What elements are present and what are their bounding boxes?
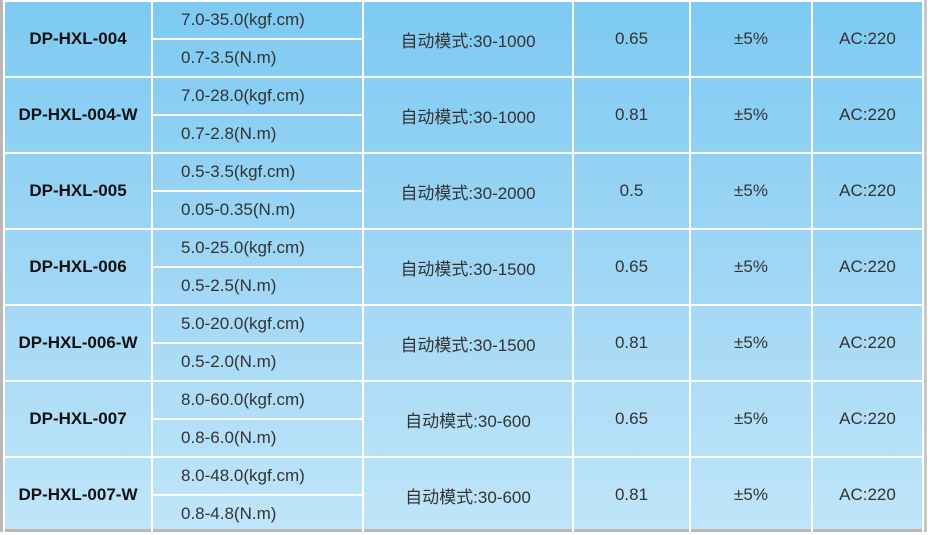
power-cell: AC:220 xyxy=(811,456,924,534)
power-cell: AC:220 xyxy=(811,380,924,458)
table-subrow: 0.8-6.0(N.m) xyxy=(4,418,923,458)
torque-nm-cell: 0.7-3.5(N.m) xyxy=(151,38,364,78)
table-subrow: 0.8-4.8(N.m) xyxy=(4,494,923,534)
torque-kgf-cell: 5.0-25.0(kgf.cm) xyxy=(151,228,364,268)
torque-nm-cell: 0.7-2.8(N.m) xyxy=(151,114,364,154)
model-cell: DP-HXL-004 xyxy=(3,0,153,78)
accuracy-cell: ±5% xyxy=(689,228,813,306)
spec-table: DP-HXL-004 7.0-35.0(kgf.cm) 自动模式:30-1000 0.… xyxy=(3,0,924,534)
torque-nm-cell: 0.5-2.5(N.m) xyxy=(151,266,364,306)
torque-kgf-cell: 8.0-60.0(kgf.cm) xyxy=(151,380,364,420)
power-cell: AC:220 xyxy=(811,228,924,306)
table-subrow: 0.05-0.35(N.m) xyxy=(4,190,923,230)
torque-kgf-cell: 7.0-35.0(kgf.cm) xyxy=(151,0,364,40)
model-cell: DP-HXL-006 xyxy=(3,228,153,306)
table-subrow: 0.7-3.5(N.m) xyxy=(4,38,923,78)
torque-nm-cell: 0.5-2.0(N.m) xyxy=(151,342,364,382)
power-cell: AC:220 xyxy=(811,152,924,230)
table-subrow: 0.5-2.0(N.m) xyxy=(4,342,923,382)
torque-nm-cell: 0.8-4.8(N.m) xyxy=(151,494,364,534)
torque-kgf-cell: 7.0-28.0(kgf.cm) xyxy=(151,76,364,116)
speed-cell: 自动模式:30-1500 xyxy=(362,228,574,306)
torque-nm-cell: 0.8-6.0(N.m) xyxy=(151,418,364,458)
table-row: DP-HXL-006 5.0-25.0(kgf.cm) 自动模式:30-1500 0.… xyxy=(3,228,924,306)
model-cell: DP-HXL-005 xyxy=(3,152,153,230)
table-row: DP-HXL-007 8.0-60.0(kgf.cm) 自动模式:30-600 0.6… xyxy=(3,380,924,458)
table-row: DP-HXL-005 0.5-3.5(kgf.cm) 自动模式:30-2000 0.5… xyxy=(3,152,924,230)
torque-nm-cell: 0.05-0.35(N.m) xyxy=(151,190,364,230)
model-cell: DP-HXL-007-W xyxy=(3,456,153,534)
accuracy-cell: ±5% xyxy=(689,0,813,78)
power-cell: AC:220 xyxy=(811,304,924,382)
accuracy-cell: ±5% xyxy=(689,152,813,230)
torque-kgf-cell: 8.0-48.0(kgf.cm) xyxy=(151,456,364,496)
value-cell: 0.65 xyxy=(572,0,691,78)
model-cell: DP-HXL-007 xyxy=(3,380,153,458)
accuracy-cell: ±5% xyxy=(689,380,813,458)
speed-cell: 自动模式:30-1000 xyxy=(362,0,574,78)
speed-cell: 自动模式:30-600 xyxy=(362,456,574,534)
model-cell: DP-HXL-006-W xyxy=(3,304,153,382)
accuracy-cell: ±5% xyxy=(689,456,813,534)
value-cell: 0.65 xyxy=(572,228,691,306)
accuracy-cell: ±5% xyxy=(689,304,813,382)
model-cell: DP-HXL-004-W xyxy=(3,76,153,154)
table-row: DP-HXL-007-W 8.0-48.0(kgf.cm) 自动模式:30-600 0… xyxy=(3,456,924,534)
table-row: DP-HXL-004-W 7.0-28.0(kgf.cm) 自动模式:30-1000… xyxy=(3,76,924,154)
torque-kgf-cell: 5.0-20.0(kgf.cm) xyxy=(151,304,364,344)
value-cell: 0.81 xyxy=(572,456,691,534)
value-cell: 0.81 xyxy=(572,304,691,382)
table-row: DP-HXL-006-W 5.0-20.0(kgf.cm) 自动模式:30-1500… xyxy=(3,304,924,382)
speed-cell: 自动模式:30-2000 xyxy=(362,152,574,230)
accuracy-cell: ±5% xyxy=(689,76,813,154)
table-row: DP-HXL-004 7.0-35.0(kgf.cm) 自动模式:30-1000 0.… xyxy=(3,0,924,78)
table-subrow: 0.7-2.8(N.m) xyxy=(4,114,923,154)
power-cell: AC:220 xyxy=(811,76,924,154)
torque-kgf-cell: 0.5-3.5(kgf.cm) xyxy=(151,152,364,192)
value-cell: 0.5 xyxy=(572,152,691,230)
speed-cell: 自动模式:30-1500 xyxy=(362,304,574,382)
speed-cell: 自动模式:30-1000 xyxy=(362,76,574,154)
value-cell: 0.65 xyxy=(572,380,691,458)
value-cell: 0.81 xyxy=(572,76,691,154)
speed-cell: 自动模式:30-600 xyxy=(362,380,574,458)
table-subrow: 0.5-2.5(N.m) xyxy=(4,266,923,306)
power-cell: AC:220 xyxy=(811,0,924,78)
